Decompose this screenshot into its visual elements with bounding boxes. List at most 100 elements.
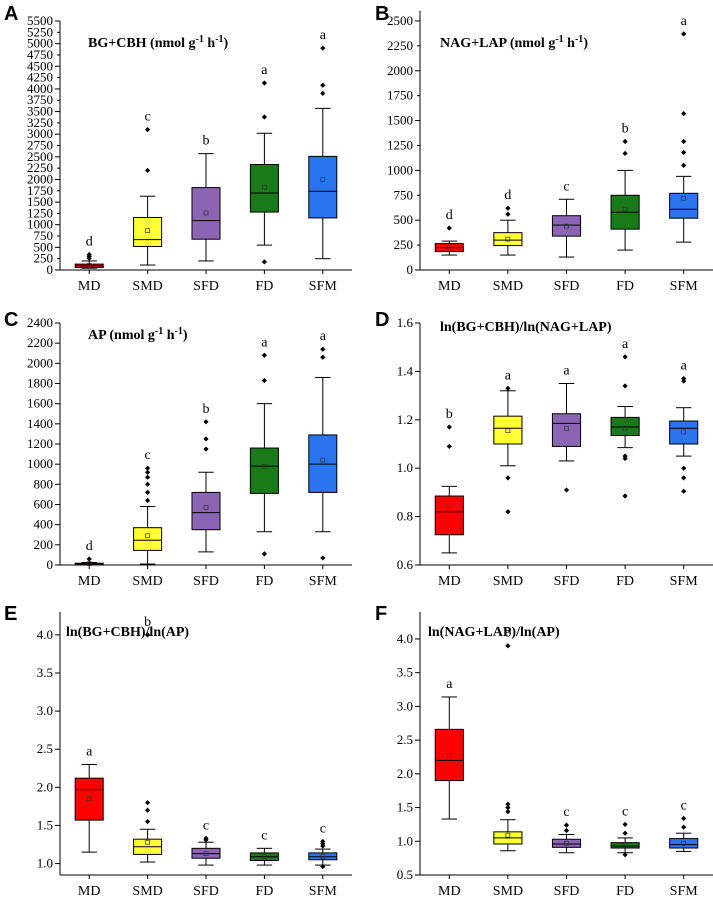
significance-letter: c [144, 448, 150, 463]
y-tick-label: 0.5 [397, 867, 413, 882]
outlier-point [446, 443, 452, 450]
box-md: d [434, 208, 464, 256]
y-tick-label: 0.8 [397, 509, 413, 524]
panel-b: B NAG+LAP (nmol g-1 h-1) 0 250 500 750 1000 125… [375, 3, 713, 294]
y-tick-label: 4750 [27, 47, 53, 62]
y-tick-label: 1.0 [37, 856, 53, 871]
y-tick-label: 2500 [27, 149, 53, 164]
x-tick-label: SMD [132, 884, 162, 899]
x-tick-label: MD [78, 279, 101, 294]
y-tick-label: 3.0 [37, 703, 53, 718]
y-tick-label: 2.5 [397, 732, 413, 747]
mean-marker [505, 236, 511, 242]
x-tick-label: FD [616, 884, 634, 899]
mean-marker [145, 228, 150, 233]
outlier-point [86, 252, 92, 258]
box-smd: b [133, 615, 163, 863]
outlier-point [261, 352, 267, 358]
x-tick-label: SMD [132, 574, 162, 589]
iqr-box [434, 728, 464, 782]
outlier-point [622, 383, 628, 389]
y-tick-label: 3.5 [37, 665, 53, 680]
y-tick-label: 1.0 [397, 460, 413, 475]
y-tick-label: 2000 [387, 63, 413, 78]
mean-marker [681, 840, 687, 846]
y-tick-label: 5250 [27, 24, 53, 39]
panel-title: NAG+LAP (nmol g-1 h-1) [440, 34, 588, 52]
outlier-point [681, 111, 687, 117]
mean-marker [86, 561, 92, 566]
iqr-box [191, 491, 221, 531]
y-tick-label: 1400 [27, 416, 53, 431]
outlier-point [145, 497, 151, 504]
outlier-point [261, 377, 267, 384]
significance-letter: c [203, 818, 209, 833]
outlier-point [622, 453, 628, 459]
y-tick-label: 800 [34, 476, 54, 491]
outlier-point [505, 205, 511, 211]
outlier-point [145, 799, 151, 806]
box-sfm: c [669, 798, 699, 852]
x-tick-label: FD [616, 574, 634, 589]
x-tick-label: SFD [193, 574, 219, 589]
mean-marker [203, 210, 209, 216]
y-tick-label: 2.0 [397, 766, 413, 781]
y-tick-label: 1750 [387, 88, 413, 103]
significance-letter: b [203, 134, 210, 149]
x-tick-label: FD [255, 884, 273, 899]
iqr-box [551, 413, 582, 447]
y-tick-label: 4.0 [397, 631, 413, 646]
outlier-point [261, 80, 267, 86]
panel-a: A BG+CBH (nmol g-1 h-1) 025050075010001250… [4, 3, 352, 294]
y-tick-label: 2.0 [37, 779, 53, 794]
mean-marker [203, 851, 209, 857]
y-tick-label: 500 [394, 212, 414, 227]
y-tick-label: 5500 [27, 13, 53, 28]
box-fd: a [249, 335, 279, 557]
y-tick-label: 1000 [27, 217, 53, 232]
iqr-box [669, 420, 699, 445]
mean-marker [622, 425, 628, 431]
outlier-point [145, 465, 151, 471]
x-tick-label: SFM [309, 279, 338, 294]
outlier-point [681, 824, 687, 830]
outlier-point [203, 446, 209, 452]
mean-marker [564, 840, 569, 846]
box-fd: a [249, 63, 279, 265]
significance-letter: c [261, 828, 267, 843]
iqr-box [133, 527, 163, 551]
y-tick-label: 4250 [27, 70, 53, 85]
mean-marker [564, 223, 569, 229]
significance-letter: a [681, 14, 688, 29]
y-tick-label: 600 [34, 497, 54, 512]
significance-letter: a [261, 335, 268, 350]
box-sfd: c [191, 818, 221, 866]
outlier-point [622, 830, 628, 836]
x-tick-label: SFD [193, 279, 219, 294]
x-tick-label: SFM [309, 884, 338, 899]
mean-marker [564, 425, 569, 431]
panel-e: Eln(BG+CBH)/ln(AP) 1.0 1.5 2.0 2.5 3.0 3.5 4.0 M… [4, 603, 352, 899]
box-md: d [74, 539, 104, 566]
outlier-point [622, 138, 628, 145]
box-smd: b [493, 626, 523, 852]
outlier-point [681, 138, 687, 145]
outlier-point [203, 419, 209, 425]
iqr-box [434, 495, 464, 536]
outlier-point [505, 475, 511, 481]
box-sfm: a [669, 14, 699, 243]
outlier-point [320, 354, 326, 360]
y-tick-label: 1.6 [397, 315, 414, 330]
outlier-point [446, 424, 452, 430]
panel-letter: A [4, 3, 18, 25]
iqr-box [191, 187, 221, 240]
y-tick-label: 4000 [27, 81, 53, 96]
mean-marker [320, 457, 326, 463]
mean-marker [262, 854, 267, 860]
y-tick-label: 2400 [27, 315, 53, 330]
y-tick-label: 2.5 [37, 741, 53, 756]
outlier-point [563, 822, 570, 828]
x-tick-label: SFD [193, 884, 219, 899]
panel-letter: F [375, 603, 387, 625]
y-tick-label: 2500 [387, 13, 413, 28]
